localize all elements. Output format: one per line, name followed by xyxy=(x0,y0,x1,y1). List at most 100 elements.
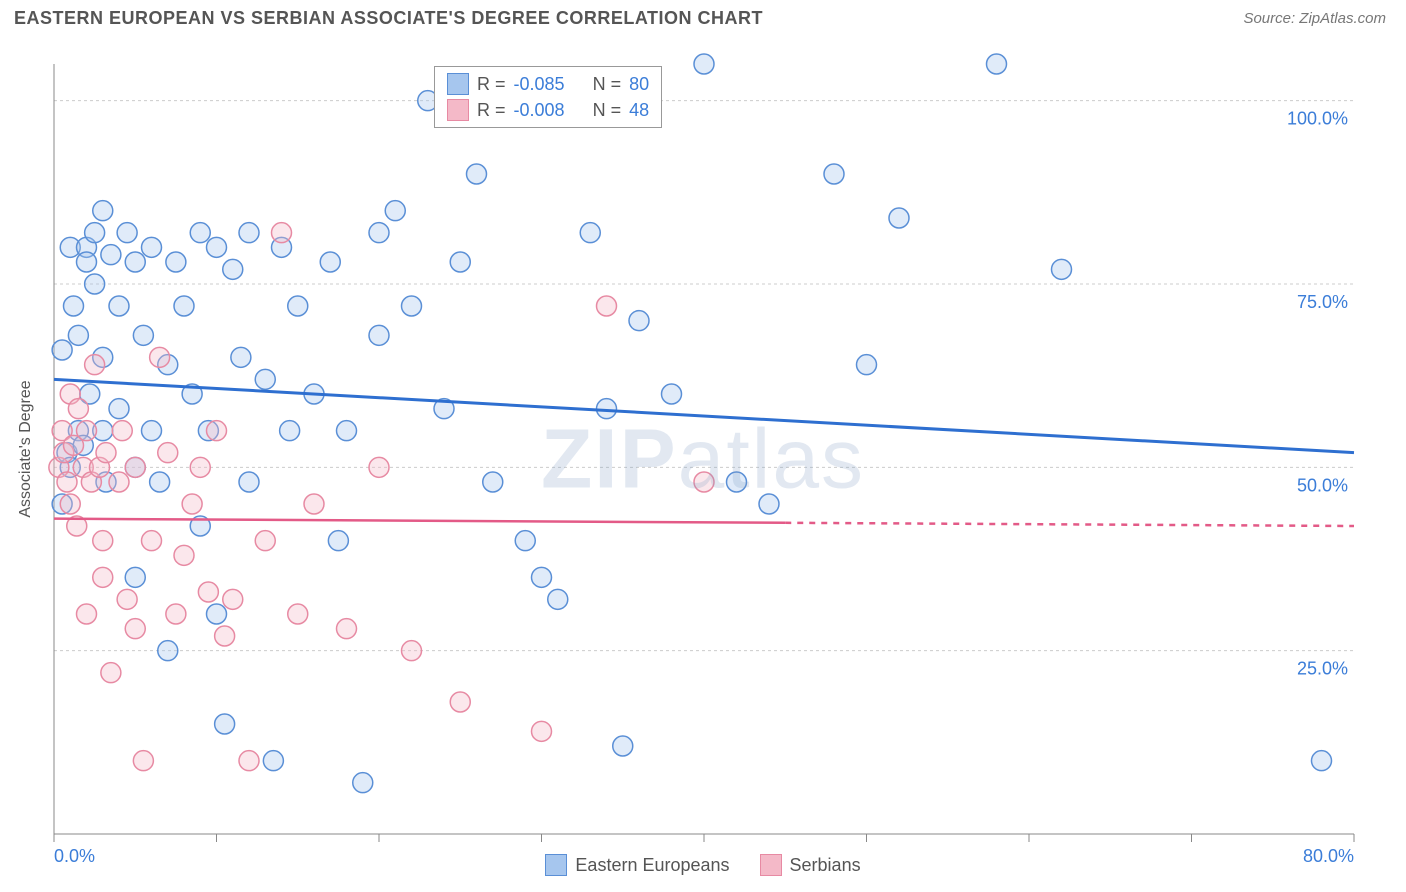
svg-text:25.0%: 25.0% xyxy=(1297,659,1348,679)
scatter-point xyxy=(215,714,235,734)
scatter-point xyxy=(190,457,210,477)
series-legend-item: Eastern Europeans xyxy=(545,854,729,876)
scatter-point xyxy=(207,421,227,441)
r-label: R = xyxy=(477,74,506,95)
svg-text:Associate's Degree: Associate's Degree xyxy=(17,380,34,517)
scatter-point xyxy=(117,223,137,243)
scatter-chart-svg: 25.0%50.0%75.0%100.0%0.0%80.0%Associate'… xyxy=(14,44,1392,874)
scatter-point xyxy=(85,274,105,294)
chart-title: EASTERN EUROPEAN VS SERBIAN ASSOCIATE'S … xyxy=(14,8,763,29)
scatter-point xyxy=(150,472,170,492)
scatter-point xyxy=(142,421,162,441)
scatter-point xyxy=(112,421,132,441)
scatter-point xyxy=(467,164,487,184)
scatter-point xyxy=(255,369,275,389)
scatter-point xyxy=(223,259,243,279)
legend-swatch xyxy=(545,854,567,876)
chart-header: EASTERN EUROPEAN VS SERBIAN ASSOCIATE'S … xyxy=(0,0,1406,37)
scatter-point xyxy=(694,472,714,492)
series-legend-label: Serbians xyxy=(790,855,861,876)
scatter-point xyxy=(231,347,251,367)
n-value: 80 xyxy=(629,74,649,95)
scatter-point xyxy=(288,296,308,316)
scatter-point xyxy=(93,567,113,587)
scatter-point xyxy=(109,399,129,419)
scatter-point xyxy=(385,201,405,221)
scatter-point xyxy=(239,751,259,771)
scatter-point xyxy=(60,494,80,514)
series-legend-label: Eastern Europeans xyxy=(575,855,729,876)
scatter-point xyxy=(402,641,422,661)
scatter-point xyxy=(125,567,145,587)
svg-text:50.0%: 50.0% xyxy=(1297,475,1348,495)
scatter-point xyxy=(304,494,324,514)
scatter-point xyxy=(77,252,97,272)
scatter-point xyxy=(402,296,422,316)
scatter-point xyxy=(450,252,470,272)
scatter-point xyxy=(133,751,153,771)
scatter-point xyxy=(857,355,877,375)
scatter-point xyxy=(337,421,357,441)
scatter-point xyxy=(117,589,137,609)
scatter-point xyxy=(68,325,88,345)
n-value: 48 xyxy=(629,100,649,121)
scatter-point xyxy=(198,582,218,602)
scatter-point xyxy=(613,736,633,756)
scatter-point xyxy=(727,472,747,492)
scatter-point xyxy=(580,223,600,243)
scatter-point xyxy=(223,589,243,609)
scatter-point xyxy=(207,604,227,624)
r-value: -0.085 xyxy=(514,74,565,95)
scatter-point xyxy=(987,54,1007,74)
trend-line xyxy=(54,379,1354,452)
correlation-legend: R = -0.085 N = 80 R = -0.008 N = 48 xyxy=(434,66,662,128)
scatter-point xyxy=(239,223,259,243)
legend-swatch xyxy=(447,99,469,121)
scatter-point xyxy=(158,443,178,463)
scatter-point xyxy=(263,751,283,771)
scatter-point xyxy=(515,531,535,551)
trend-line-dashed xyxy=(785,523,1354,526)
scatter-point xyxy=(77,604,97,624)
scatter-point xyxy=(483,472,503,492)
scatter-point xyxy=(369,457,389,477)
correlation-legend-row: R = -0.085 N = 80 xyxy=(447,71,649,97)
chart-area: 25.0%50.0%75.0%100.0%0.0%80.0%Associate'… xyxy=(14,44,1392,874)
scatter-point xyxy=(133,325,153,345)
scatter-point xyxy=(182,494,202,514)
scatter-point xyxy=(150,347,170,367)
scatter-point xyxy=(824,164,844,184)
legend-swatch xyxy=(760,854,782,876)
scatter-point xyxy=(85,355,105,375)
legend-swatch xyxy=(447,73,469,95)
scatter-point xyxy=(190,223,210,243)
svg-text:75.0%: 75.0% xyxy=(1297,292,1348,312)
scatter-point xyxy=(215,626,235,646)
scatter-point xyxy=(142,531,162,551)
scatter-point xyxy=(272,223,292,243)
scatter-point xyxy=(1312,751,1332,771)
scatter-point xyxy=(166,252,186,272)
scatter-point xyxy=(64,296,84,316)
scatter-point xyxy=(93,531,113,551)
scatter-point xyxy=(68,399,88,419)
scatter-point xyxy=(629,311,649,331)
scatter-point xyxy=(353,773,373,793)
scatter-point xyxy=(101,663,121,683)
series-legend: Eastern Europeans Serbians xyxy=(14,854,1392,876)
scatter-point xyxy=(142,237,162,257)
scatter-point xyxy=(207,237,227,257)
scatter-point xyxy=(174,296,194,316)
scatter-point xyxy=(239,472,259,492)
series-legend-item: Serbians xyxy=(760,854,861,876)
scatter-point xyxy=(96,443,116,463)
scatter-point xyxy=(101,245,121,265)
scatter-point xyxy=(532,567,552,587)
scatter-point xyxy=(759,494,779,514)
scatter-point xyxy=(85,223,105,243)
scatter-point xyxy=(125,252,145,272)
scatter-point xyxy=(320,252,340,272)
scatter-point xyxy=(255,531,275,551)
scatter-point xyxy=(288,604,308,624)
scatter-point xyxy=(109,472,129,492)
